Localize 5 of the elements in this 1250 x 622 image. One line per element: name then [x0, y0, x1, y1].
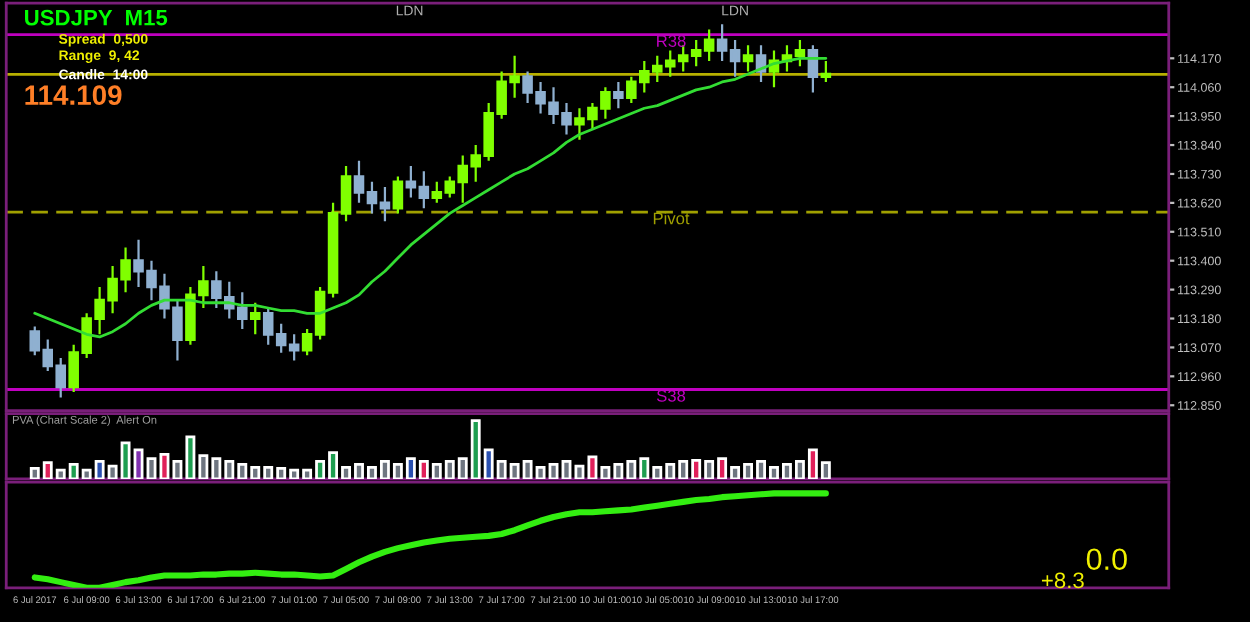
text: +8.3: [1041, 572, 1084, 589]
ref-line-label: Pivot: [653, 212, 690, 225]
text: 0.0: [1086, 548, 1127, 571]
annotation: USDJPY M15: [25, 9, 168, 26]
annotation: 114.109: [25, 85, 122, 105]
